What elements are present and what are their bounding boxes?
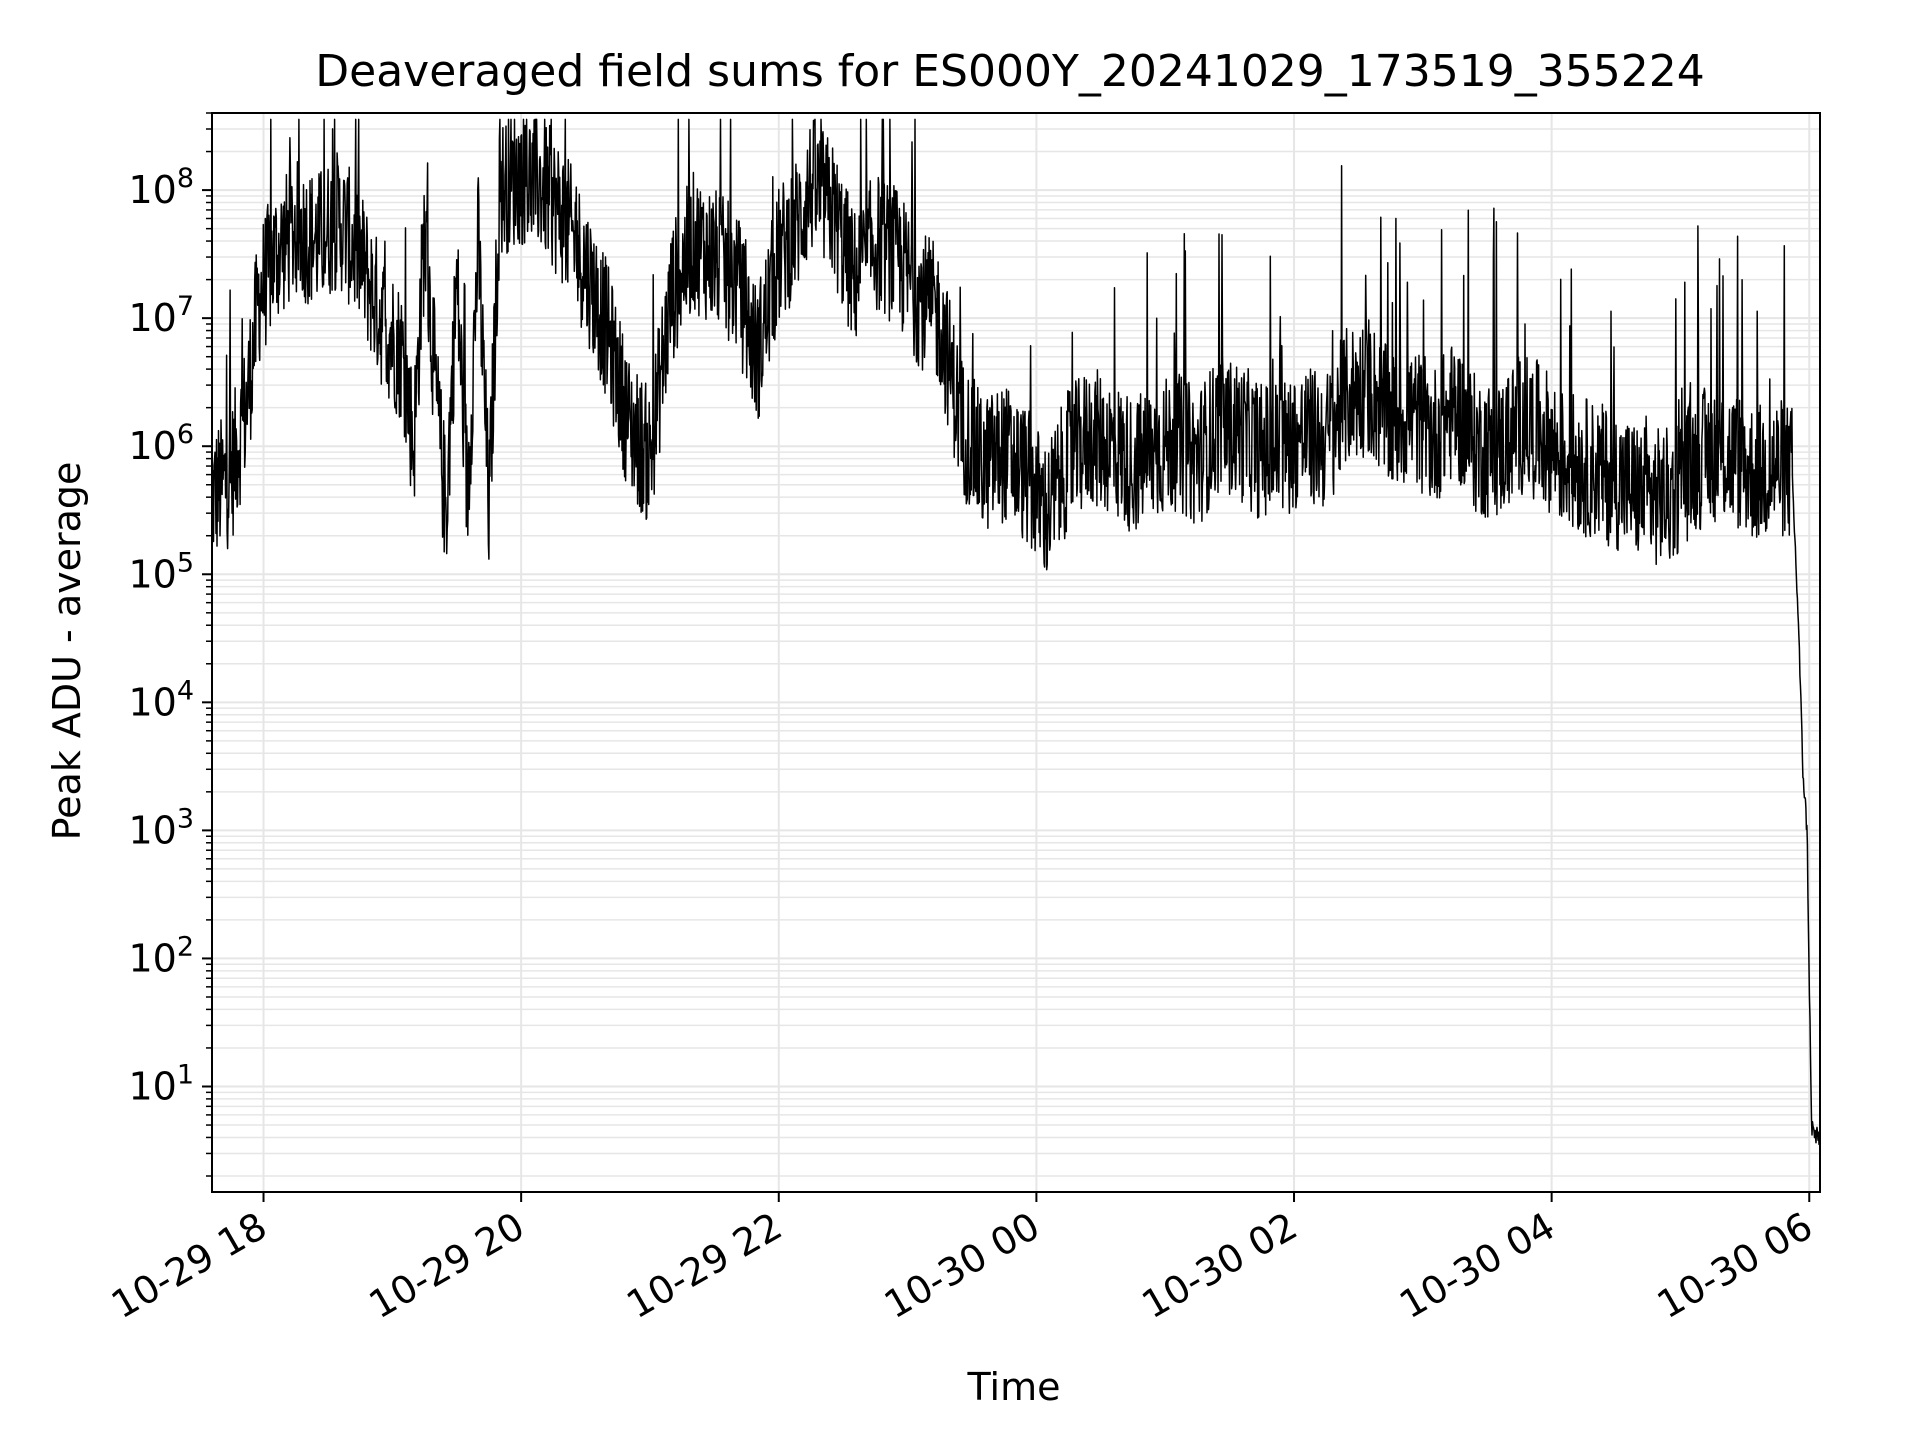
x-tick-label: 10-29 18 <box>104 1204 274 1328</box>
y-tick-label: 108 <box>128 163 194 212</box>
y-tick-label: 107 <box>128 291 194 340</box>
x-tick-label: 10-30 00 <box>877 1204 1047 1328</box>
x-axis: 10-29 18 10-29 20 10-29 22 10-30 00 10-30 02… <box>104 1192 1820 1327</box>
y-axis: 101 102 103 104 105 106 107 108 <box>128 112 212 1177</box>
y-tick-label: 101 <box>128 1059 194 1108</box>
plot-frame <box>211 112 1821 1193</box>
x-tick-label: 10-30 04 <box>1392 1204 1562 1328</box>
x-tick-label: 10-30 02 <box>1135 1204 1305 1328</box>
y-tick-label: 105 <box>128 547 194 596</box>
grid-lines <box>212 112 1820 1192</box>
series-line <box>211 118 1821 1146</box>
y-tick-label: 104 <box>128 675 194 724</box>
x-tick-label: 10-29 22 <box>619 1204 789 1328</box>
y-tick-label: 103 <box>128 803 194 852</box>
y-tick-label: 102 <box>128 931 194 980</box>
y-axis-label: Peak ADU - average <box>45 462 89 841</box>
chart-title: Deaveraged field sums for ES000Y_2024102… <box>315 46 1704 97</box>
x-tick-label: 10-29 20 <box>362 1204 532 1328</box>
x-axis-label: Time <box>967 1365 1061 1409</box>
y-tick-label: 106 <box>128 419 194 468</box>
x-tick-label: 10-30 06 <box>1650 1204 1820 1328</box>
